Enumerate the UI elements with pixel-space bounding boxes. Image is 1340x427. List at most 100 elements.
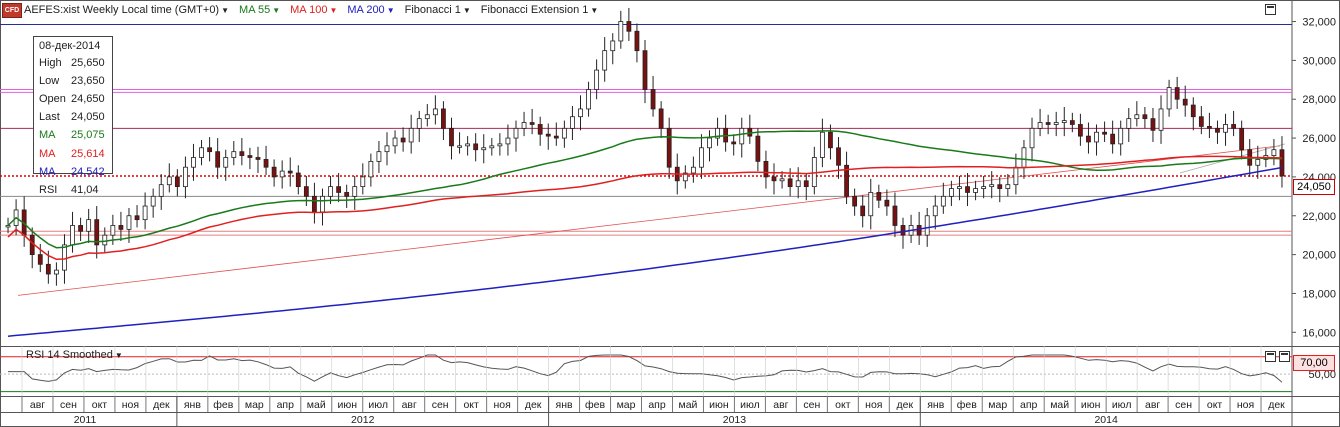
candle-body[interactable] bbox=[521, 122, 527, 129]
candle-body[interactable] bbox=[199, 147, 204, 158]
candle-body[interactable] bbox=[1142, 114, 1148, 120]
candle-body[interactable] bbox=[989, 184, 995, 188]
candle-body[interactable] bbox=[102, 234, 108, 246]
candle-body[interactable] bbox=[997, 184, 1003, 189]
ma55-indicator[interactable]: MA 55 ▼ bbox=[239, 4, 281, 16]
candle-body[interactable] bbox=[699, 147, 704, 168]
candle-body[interactable] bbox=[876, 192, 882, 201]
candle-body[interactable] bbox=[271, 166, 277, 178]
candle-body[interactable] bbox=[424, 114, 430, 120]
candle-body[interactable] bbox=[416, 118, 422, 129]
candle-body[interactable] bbox=[1223, 124, 1228, 133]
candle-body[interactable] bbox=[932, 205, 938, 217]
candle-body[interactable] bbox=[1239, 127, 1245, 151]
candle-body[interactable] bbox=[1215, 127, 1220, 133]
rsi-panel-label[interactable]: RSI 14 Smoothed ▼ bbox=[26, 349, 123, 361]
candle-body[interactable] bbox=[666, 127, 672, 168]
candle-body[interactable] bbox=[247, 155, 253, 158]
candle-body[interactable] bbox=[166, 176, 172, 186]
candle-body[interactable] bbox=[731, 141, 737, 145]
candle-body[interactable] bbox=[328, 186, 333, 197]
candle-body[interactable] bbox=[1182, 98, 1188, 106]
candle-body[interactable] bbox=[1061, 120, 1067, 123]
candle-body[interactable] bbox=[1021, 147, 1027, 168]
candle-body[interactable] bbox=[537, 124, 543, 135]
candle-body[interactable] bbox=[787, 178, 793, 188]
candle-body[interactable] bbox=[1166, 87, 1172, 110]
candle-body[interactable] bbox=[191, 157, 196, 168]
candle-body[interactable] bbox=[795, 180, 801, 188]
candle-body[interactable] bbox=[1190, 104, 1196, 118]
candle-body[interactable] bbox=[860, 205, 866, 217]
candle-body[interactable] bbox=[739, 127, 745, 145]
candle-body[interactable] bbox=[336, 186, 342, 193]
candle-body[interactable] bbox=[54, 269, 59, 275]
candle-body[interactable] bbox=[836, 147, 841, 166]
candle-body[interactable] bbox=[586, 89, 591, 110]
candle-body[interactable] bbox=[497, 143, 503, 147]
candle-body[interactable] bbox=[658, 108, 664, 129]
candle-body[interactable] bbox=[465, 143, 471, 147]
candle-body[interactable] bbox=[126, 215, 132, 230]
candle-body[interactable] bbox=[1231, 124, 1236, 129]
candle-body[interactable] bbox=[682, 172, 688, 182]
candle-body[interactable] bbox=[553, 135, 559, 139]
candle-body[interactable] bbox=[948, 188, 954, 197]
candle-body[interactable] bbox=[134, 215, 140, 221]
candle-body[interactable] bbox=[1150, 118, 1156, 131]
candle-body[interactable] bbox=[868, 192, 874, 217]
fibonacci-extension-indicator[interactable]: Fibonacci Extension 1 ▼ bbox=[480, 4, 599, 16]
candle-body[interactable] bbox=[481, 147, 487, 151]
candle-body[interactable] bbox=[118, 225, 124, 230]
candle-body[interactable] bbox=[642, 50, 648, 90]
candle-body[interactable] bbox=[1207, 126, 1212, 129]
candle-body[interactable] bbox=[561, 127, 567, 139]
candle-body[interactable] bbox=[505, 137, 511, 145]
candle-body[interactable] bbox=[110, 225, 116, 236]
candle-body[interactable] bbox=[602, 50, 608, 71]
candle-body[interactable] bbox=[223, 157, 229, 168]
candle-body[interactable] bbox=[707, 137, 712, 149]
candle-body[interactable] bbox=[545, 133, 551, 137]
candle-body[interactable] bbox=[973, 188, 978, 193]
candle-body[interactable] bbox=[312, 195, 317, 213]
candle-body[interactable] bbox=[158, 184, 164, 197]
candle-body[interactable] bbox=[1110, 133, 1116, 145]
candle-body[interactable] bbox=[457, 145, 462, 148]
candle-body[interactable] bbox=[239, 151, 245, 156]
candle-body[interactable] bbox=[384, 145, 390, 153]
candle-body[interactable] bbox=[295, 172, 301, 188]
candle-body[interactable] bbox=[844, 164, 849, 197]
candle-body[interactable] bbox=[618, 21, 624, 42]
candle-body[interactable] bbox=[650, 89, 656, 110]
candle-body[interactable] bbox=[1094, 131, 1099, 143]
candle-body[interactable] bbox=[78, 225, 83, 232]
candle-body[interactable] bbox=[303, 186, 309, 197]
candle-body[interactable] bbox=[255, 157, 261, 160]
candle-body[interactable] bbox=[37, 254, 43, 265]
candle-body[interactable] bbox=[142, 205, 148, 221]
candle-body[interactable] bbox=[70, 225, 75, 246]
candle-body[interactable] bbox=[489, 145, 495, 149]
candle-body[interactable] bbox=[634, 30, 640, 52]
candle-body[interactable] bbox=[1158, 108, 1164, 131]
candle-body[interactable] bbox=[763, 160, 769, 178]
candle-body[interactable] bbox=[1174, 87, 1180, 100]
candle-body[interactable] bbox=[360, 176, 366, 188]
candle-body[interactable] bbox=[174, 176, 180, 188]
candle-body[interactable] bbox=[1255, 159, 1261, 166]
candle-body[interactable] bbox=[900, 225, 906, 236]
candle-body[interactable] bbox=[892, 205, 898, 226]
candle-body[interactable] bbox=[408, 127, 414, 143]
candle-body[interactable] bbox=[779, 178, 785, 182]
maximize-main-icon[interactable] bbox=[1265, 4, 1276, 15]
candle-body[interactable] bbox=[376, 151, 382, 162]
candle-body[interactable] bbox=[368, 160, 374, 178]
candle-body[interactable] bbox=[1053, 122, 1059, 125]
candle-body[interactable] bbox=[1077, 124, 1083, 137]
candle-body[interactable] bbox=[513, 127, 519, 139]
candle-body[interactable] bbox=[1279, 149, 1285, 177]
candle-body[interactable] bbox=[1005, 184, 1011, 189]
candle-body[interactable] bbox=[473, 143, 479, 151]
